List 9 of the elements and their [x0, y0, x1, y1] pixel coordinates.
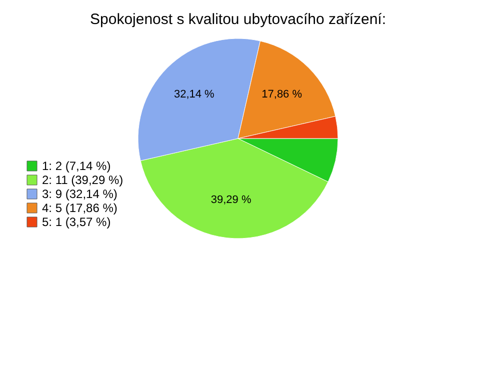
chart-title: Spokojenost s kvalitou ubytovacího zařízení:: [90, 11, 386, 28]
data-label: 17,86 %: [262, 88, 302, 101]
data-label: 39,29 %: [210, 194, 252, 206]
legend-label: 4: 5 (17,86 %): [42, 201, 118, 215]
legend-label: 3: 9 (32,14 %): [42, 187, 118, 201]
legend-label: 5: 1 (3,57 %): [42, 215, 111, 229]
data-label: 32,14 %: [174, 88, 215, 101]
legend-label: 1: 2 (7,14 %): [42, 159, 111, 173]
legend-label: 2: 11 (39,29 %): [42, 173, 124, 187]
